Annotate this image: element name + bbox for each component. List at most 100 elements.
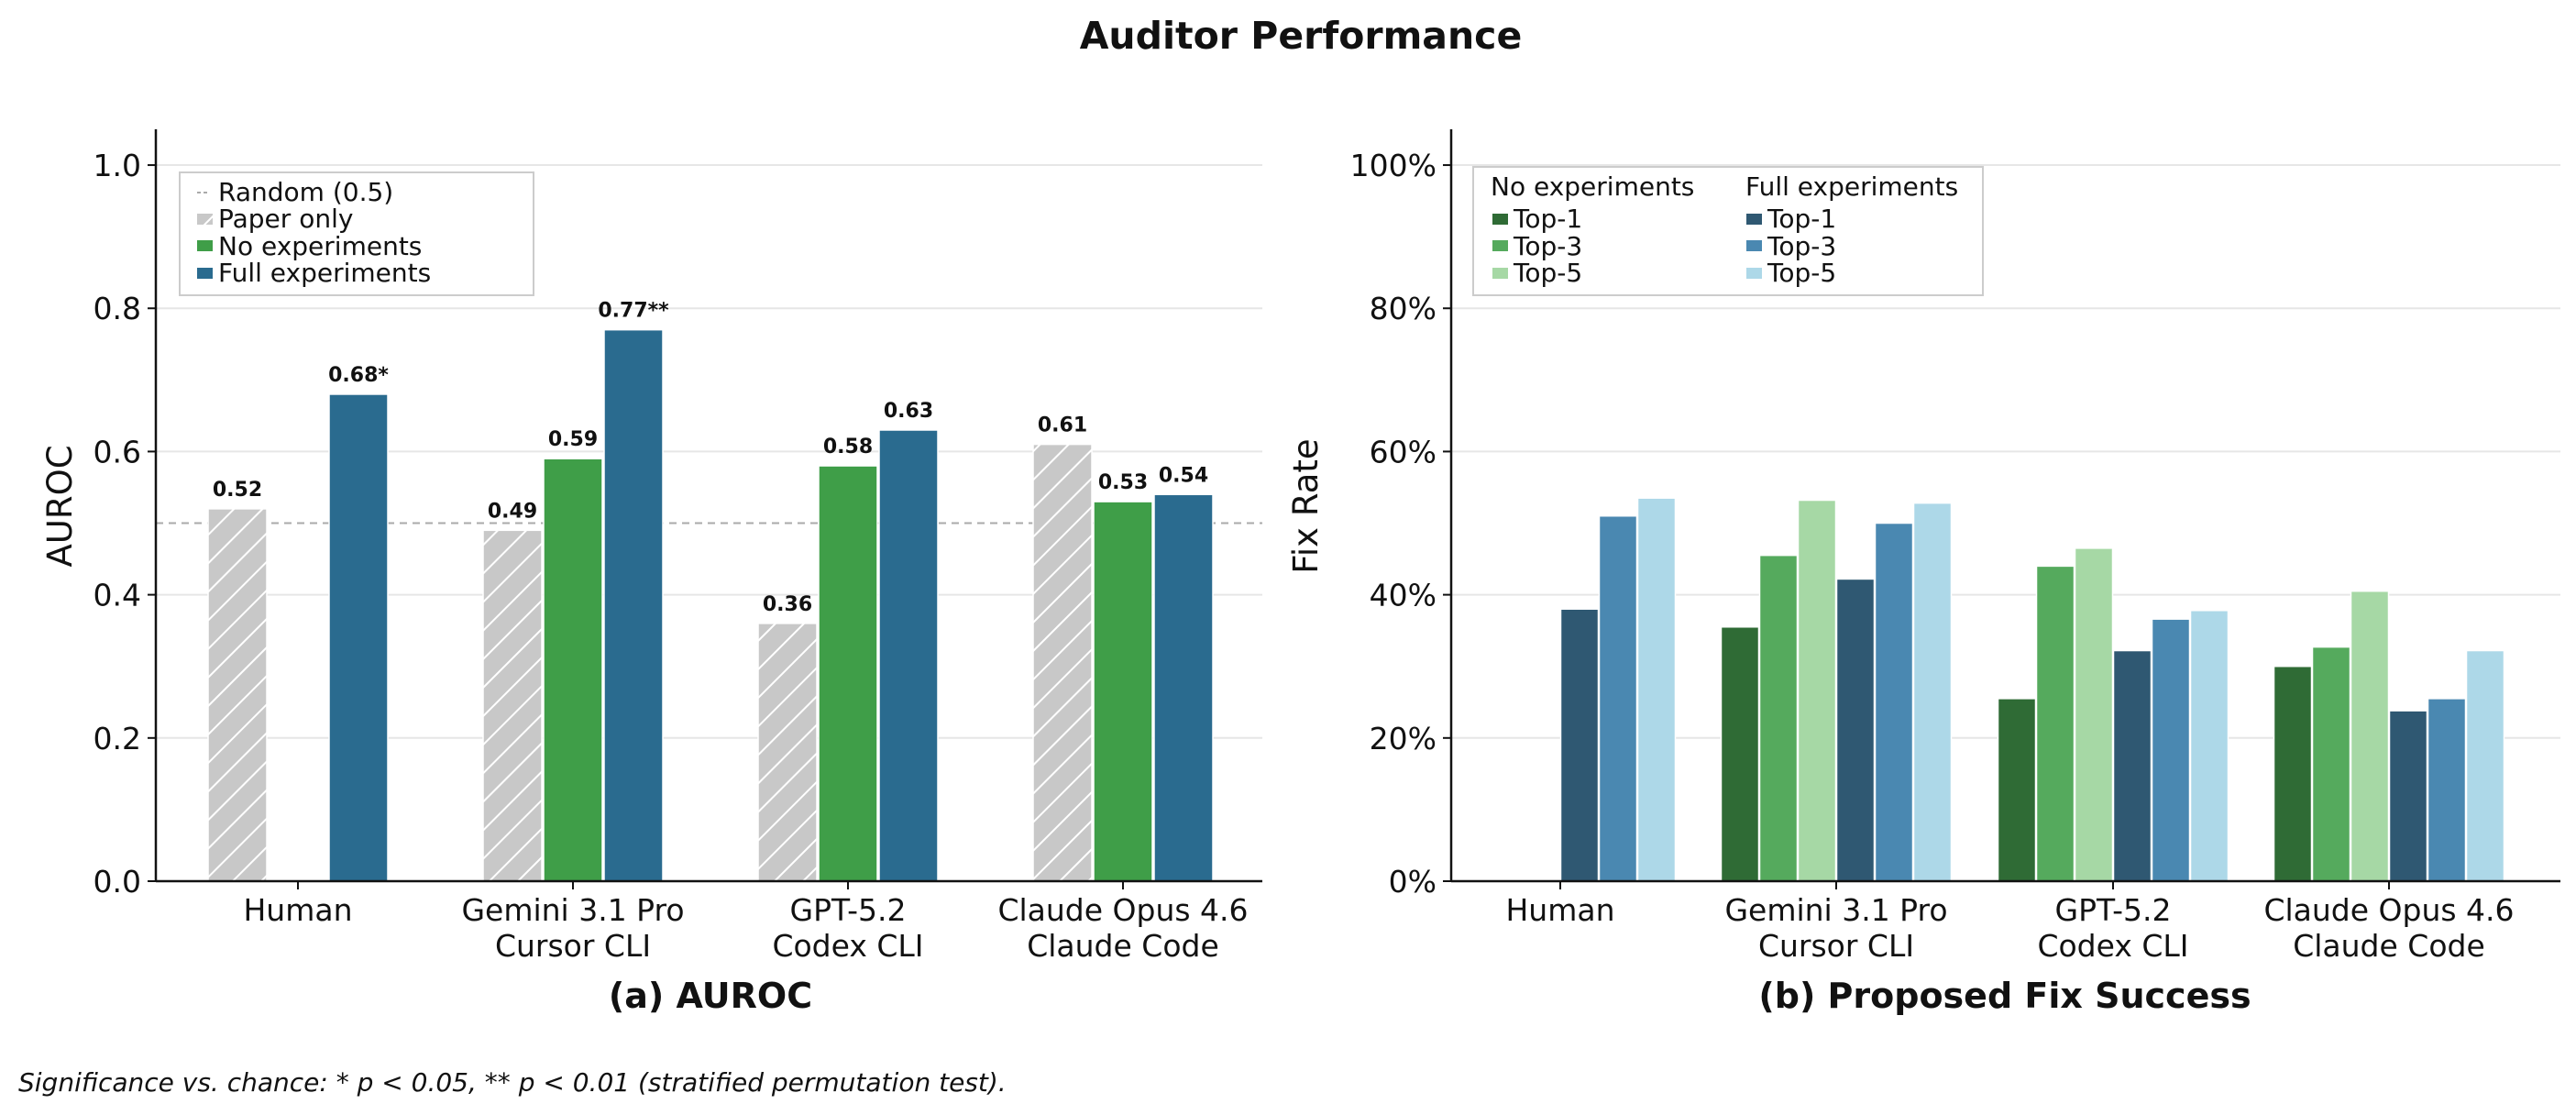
- auroc-value-label: 0.49: [488, 500, 537, 523]
- legend-no-top1-label: Top-1: [1513, 204, 1582, 234]
- auroc-xtick-label: Cursor CLI: [495, 928, 651, 964]
- auroc-value-label: 0.61: [1038, 414, 1087, 437]
- auroc-subtitle: (a) AUROC: [609, 976, 812, 1016]
- legend-full-experiments-label: Full experiments: [218, 258, 431, 288]
- fix-rate-ylabel: Fix Rate: [1286, 438, 1326, 573]
- fix-xtick-label: Codex CLI: [2037, 928, 2188, 964]
- auroc-bar-full-experiments-0: [328, 393, 389, 882]
- fix-bar-full-experiments-top-3-0: [1598, 514, 1638, 882]
- fix-xtick-label: Gemini 3.1 Pro: [1724, 892, 1947, 928]
- auroc-ytick-label: 0.6: [94, 434, 141, 469]
- fix-ytick-label: 20%: [1370, 721, 1437, 756]
- auroc-value-label: 0.54: [1159, 464, 1208, 487]
- auroc-bar-paper-only-0: [207, 508, 268, 882]
- fix-xtick-label: Claude Code: [2293, 928, 2485, 964]
- legend-no-experiments-swatch: [197, 240, 213, 251]
- auroc-ytick-label: 0.4: [94, 578, 141, 613]
- auroc-bar-paper-only-3: [1032, 443, 1093, 882]
- fix-bar-full-experiments-top-5-1: [1912, 502, 1953, 882]
- auroc-value-label: 0.68*: [328, 364, 389, 387]
- fix-xtick-label: Claude Opus 4.6: [2263, 892, 2514, 928]
- fix-xtick-label: GPT-5.2: [2055, 892, 2172, 928]
- legend-full-top1-label: Top-1: [1767, 204, 1836, 234]
- legend-paper-only-label: Paper only: [218, 204, 353, 234]
- legend-random-label: Random (0.5): [218, 177, 393, 207]
- fix-bar-no-experiments-top-3-1: [1758, 554, 1799, 882]
- auroc-ytick-label: 0.8: [94, 291, 141, 326]
- auroc-bar-full-experiments-2: [878, 429, 939, 882]
- auroc-xtick-label: Claude Opus 4.6: [997, 892, 1248, 928]
- auroc-bar-no-experiments-3: [1093, 501, 1153, 882]
- auroc-ytick-label: 0.0: [94, 864, 141, 900]
- auroc-bar-full-experiments-3: [1153, 493, 1214, 882]
- legend-paper-only-swatch: [197, 214, 213, 225]
- fix-bar-full-experiments-top-5-2: [2189, 610, 2229, 882]
- fix-ytick-label: 100%: [1350, 148, 1437, 183]
- auroc-value-label: 0.36: [763, 593, 812, 616]
- fix-ytick-label: 60%: [1370, 434, 1437, 469]
- fix-xtick-label: Human: [1505, 892, 1614, 928]
- legend-no-experiments-label: No experiments: [218, 231, 422, 261]
- auroc-bar-no-experiments-2: [818, 465, 878, 882]
- auroc-value-label: 0.52: [213, 479, 262, 502]
- legend-no-top3-swatch: [1492, 240, 1508, 251]
- legend-full-top1-swatch: [1746, 214, 1762, 225]
- auroc-value-label: 0.59: [548, 428, 598, 451]
- legend-no-top1-swatch: [1492, 214, 1508, 225]
- auroc-bar-paper-only-2: [757, 623, 818, 882]
- fix-bar-full-experiments-top-3-3: [2427, 698, 2467, 882]
- legend-no-top5-label: Top-5: [1513, 258, 1582, 288]
- auroc-panel: 0.52 0.49 0.36 0.61 0.59 0.58 0.53 0.68* 0.77** 0…: [40, 129, 1262, 1016]
- fix-bar-full-experiments-top-3-2: [2151, 618, 2191, 882]
- fix-bar-full-experiments-top-1-1: [1835, 578, 1876, 882]
- legend-full-top3-swatch: [1746, 240, 1762, 251]
- fix-bar-no-experiments-top-1-2: [1997, 698, 2037, 882]
- legend-full-experiments-swatch: [197, 268, 213, 279]
- fix-bar-full-experiments-top-5-3: [2465, 649, 2505, 882]
- fix-ytick-label: 40%: [1370, 578, 1437, 613]
- legend-group-title-full-experiments: Full experiments: [1745, 171, 1958, 202]
- auroc-xtick-label: Gemini 3.1 Pro: [461, 892, 684, 928]
- auroc-bar-no-experiments-1: [543, 458, 603, 882]
- fix-bar-no-experiments-top-3-3: [2311, 646, 2351, 882]
- auroc-bar-full-experiments-1: [603, 328, 664, 882]
- legend-full-top3-label: Top-3: [1767, 231, 1836, 261]
- legend-full-top5-swatch: [1746, 268, 1762, 279]
- fix-bar-full-experiments-top-3-1: [1874, 522, 1914, 882]
- auroc-xtick-label: Codex CLI: [772, 928, 923, 964]
- fix-ytick-label: 80%: [1370, 291, 1437, 326]
- auroc-value-label: 0.63: [884, 400, 933, 423]
- fix-bar-no-experiments-top-1-1: [1720, 626, 1760, 882]
- auroc-ylabel: AUROC: [40, 445, 80, 567]
- legend-full-top5-label: Top-5: [1767, 258, 1836, 288]
- footnote: Significance vs. chance: * p < 0.05, ** …: [18, 1067, 1007, 1098]
- fix-bar-no-experiments-top-1-3: [2273, 665, 2313, 882]
- legend-group-title-no-experiments: No experiments: [1491, 171, 1694, 202]
- fix-ytick-label: 0%: [1389, 864, 1437, 900]
- fix-bar-no-experiments-top-5-2: [2074, 547, 2114, 882]
- auroc-value-label: 0.58: [823, 436, 873, 458]
- fix-xtick-label: Cursor CLI: [1758, 928, 1914, 964]
- legend-no-top5-swatch: [1492, 268, 1508, 279]
- figure-title: Auditor Performance: [1080, 14, 1523, 58]
- fix-success-legend: No experiments Top-1 Top-3 Top-5 Full ex…: [1472, 166, 1984, 296]
- fix-bar-full-experiments-top-1-0: [1559, 608, 1600, 882]
- auroc-ytick-label: 0.2: [94, 721, 141, 756]
- fix-bar-no-experiments-top-3-2: [2035, 565, 2075, 882]
- fix-bar-full-experiments-top-1-3: [2388, 710, 2428, 882]
- fix-bar-full-experiments-top-1-2: [2112, 649, 2152, 882]
- auroc-ytick-label: 1.0: [94, 148, 141, 183]
- auroc-xtick-label: Claude Code: [1027, 928, 1219, 964]
- fix-success-subtitle: (b) Proposed Fix Success: [1758, 976, 2251, 1016]
- auroc-value-label: 0.53: [1098, 471, 1148, 494]
- fix-bar-no-experiments-top-5-1: [1797, 499, 1837, 882]
- auroc-xtick-label: GPT-5.2: [790, 892, 907, 928]
- auroc-value-label: 0.77**: [598, 300, 669, 323]
- fix-bar-full-experiments-top-5-0: [1636, 497, 1677, 882]
- auroc-xtick-label: Human: [243, 892, 352, 928]
- legend-no-top3-label: Top-3: [1513, 231, 1582, 261]
- auroc-legend: Random (0.5) Paper only No experiments F…: [179, 171, 534, 296]
- fix-bar-no-experiments-top-5-3: [2350, 590, 2390, 882]
